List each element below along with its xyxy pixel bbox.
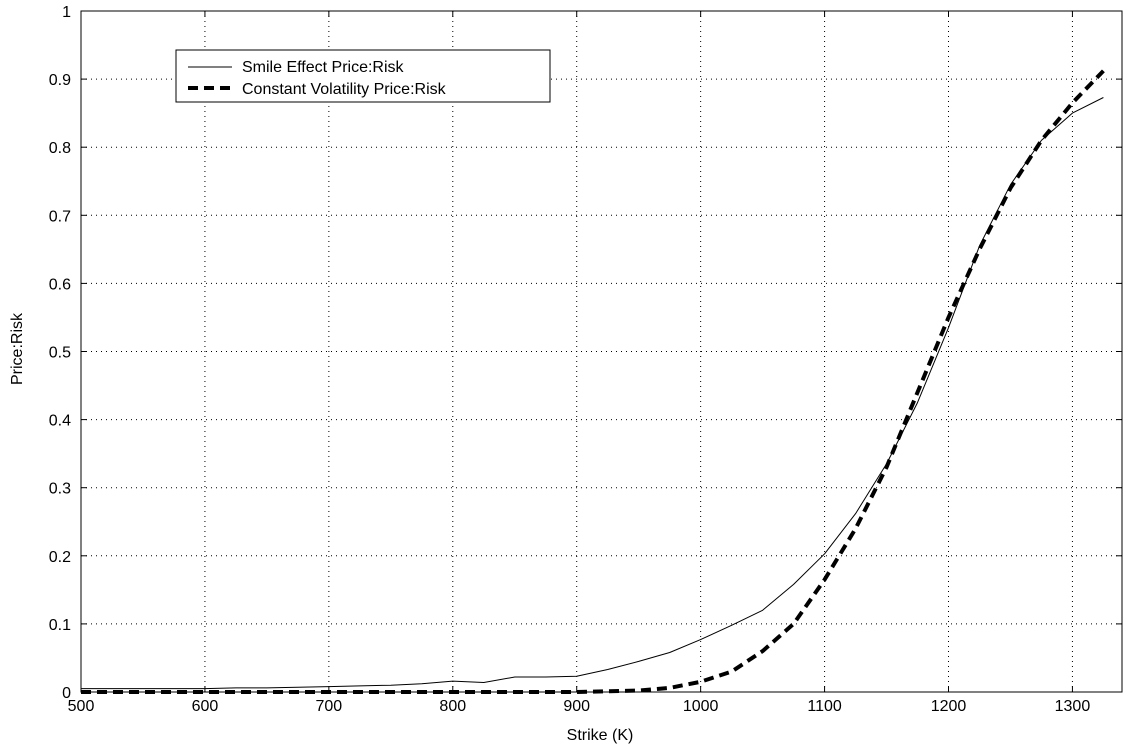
series-smile-effect-line [81,97,1104,690]
x-tick-label: 1000 [683,698,719,715]
y-tick-label: 0.4 [49,413,71,430]
x-tick-label: 1300 [1055,698,1091,715]
x-tick-label: 600 [192,698,219,715]
y-tick-label: 0 [62,685,71,702]
x-tick-label: 700 [316,698,343,715]
tick-labels: 500 600 700 800 900 1000 1100 1200 1300 0 0.1 0.2 0.… [49,4,1091,715]
legend-label-constant: Constant Volatility Price:Risk [242,81,447,98]
y-tick-label: 0.9 [49,72,71,89]
ticks [80,10,1122,693]
legend-box [175,49,551,103]
y-tick-label: 0.7 [49,208,71,225]
x-tick-label: 900 [563,698,590,715]
legend: Smile Effect Price:Risk Constant Volatil… [175,49,551,103]
legend-label-smile: Smile Effect Price:Risk [242,59,405,76]
y-tick-label: 1 [62,4,71,21]
x-tick-label: 1200 [931,698,967,715]
y-tick-label: 0.1 [49,617,71,634]
x-tick-label: 500 [68,698,95,715]
x-tick-label: 800 [439,698,466,715]
x-axis-label: Strike (K) [567,727,634,744]
y-tick-label: 0.3 [49,481,71,498]
x-tick-label: 1100 [807,698,842,715]
y-tick-label: 0.8 [49,140,71,157]
y-tick-label: 0.6 [49,276,71,293]
y-tick-label: 0.5 [49,345,71,362]
y-axis-label: Price:Risk [9,312,26,385]
y-tick-label: 0.2 [49,549,71,566]
